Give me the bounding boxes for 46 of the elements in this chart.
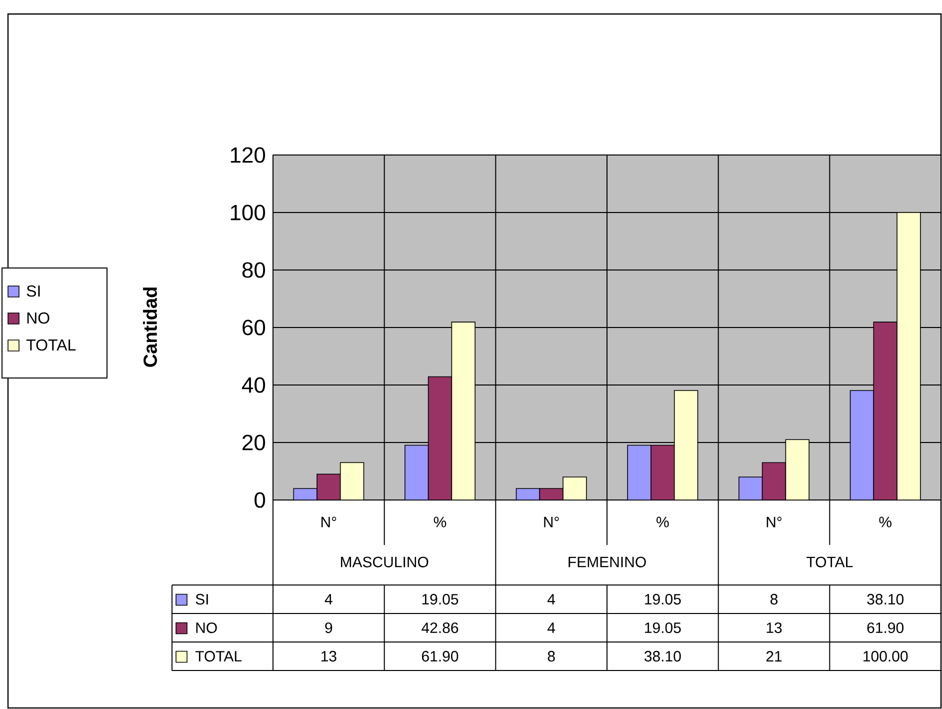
data-label: 19.05 bbox=[422, 594, 458, 605]
data-label: 4 bbox=[548, 594, 556, 604]
x-tick-label: % bbox=[879, 516, 892, 528]
y-tick-label: 20 bbox=[242, 434, 266, 450]
x-tick-label: N° bbox=[321, 516, 336, 528]
data-label: 19.05 bbox=[645, 594, 681, 605]
x-tick-label: N° bbox=[766, 516, 782, 528]
x-tick-label: % bbox=[656, 516, 669, 528]
text: FEMENINO bbox=[568, 556, 646, 568]
data-label: 38.10 bbox=[867, 594, 904, 605]
data-label: 8 bbox=[770, 594, 778, 605]
y-tick-label: 40 bbox=[242, 377, 266, 393]
bar bbox=[762, 462, 786, 500]
x-tick-label: % bbox=[434, 516, 446, 528]
y-axis-title: Cantidad bbox=[143, 288, 157, 367]
data-label: 42.86 bbox=[422, 622, 458, 634]
data-label: 61.90 bbox=[867, 622, 904, 634]
y-tick-label: 60 bbox=[242, 320, 266, 336]
legend-label: SI bbox=[196, 594, 208, 605]
legend-label: NO bbox=[196, 622, 217, 634]
x-tick-label: N° bbox=[544, 516, 559, 528]
text: TOTAL bbox=[26, 339, 76, 351]
data-label: 100.00 bbox=[864, 650, 908, 662]
y-tick-label: 100 bbox=[230, 204, 266, 220]
text: MASCULINO bbox=[340, 556, 428, 568]
data-label: 4 bbox=[324, 594, 332, 604]
bar bbox=[650, 444, 675, 500]
data-label: 61.90 bbox=[422, 650, 458, 662]
text: SI bbox=[26, 285, 40, 297]
y-tick-label: 120 bbox=[230, 147, 266, 163]
y-tick-label: 0 bbox=[254, 492, 266, 508]
bar bbox=[316, 474, 341, 500]
legend-label: TOTAL bbox=[195, 650, 242, 662]
data-label: 21 bbox=[766, 651, 782, 662]
data-label: 9 bbox=[325, 622, 332, 634]
data-label: 4 bbox=[548, 622, 556, 633]
data-label: 13 bbox=[321, 650, 336, 662]
data-label: 13 bbox=[766, 622, 782, 634]
bar bbox=[428, 376, 452, 500]
data-label: 8 bbox=[548, 650, 555, 662]
bar bbox=[873, 322, 898, 500]
data-label: 19.05 bbox=[645, 622, 681, 634]
text: NO bbox=[27, 312, 50, 324]
text: TOTAL bbox=[806, 556, 853, 568]
data-label: 38.10 bbox=[644, 650, 681, 662]
y-tick-label: 80 bbox=[242, 262, 266, 278]
